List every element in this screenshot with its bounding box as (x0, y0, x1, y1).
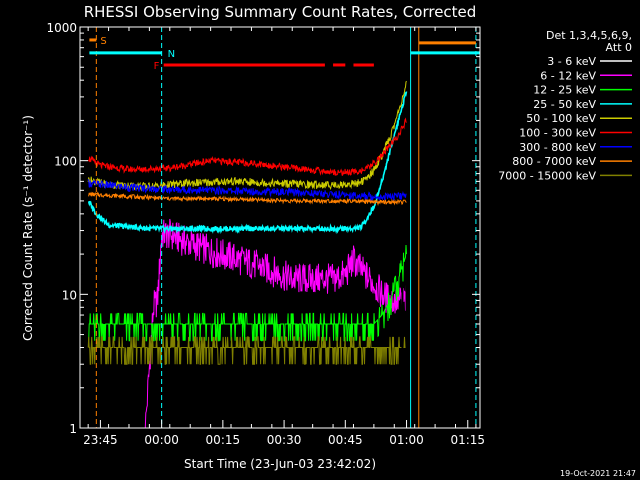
x-tick-label-0: 23:45 (83, 433, 118, 447)
legend-entry-4: 50 - 100 keV (526, 112, 596, 125)
legend-entry-3: 25 - 50 keV (533, 98, 596, 111)
legend-header-0: Det 1,3,4,5,6,9, (546, 29, 632, 42)
timestamp: 19-Oct-2021 21:47 (560, 469, 636, 478)
legend-entry-6: 300 - 800 keV (519, 141, 596, 154)
chart-title: RHESSI Observing Summary Count Rates, Co… (84, 3, 477, 21)
legend-header-1: Att 0 (606, 41, 632, 54)
legend-entry-2: 12 - 25 keV (533, 84, 596, 97)
y-tick-label-1: 10 (62, 288, 77, 302)
legend-entry-0: 3 - 6 keV (547, 55, 596, 68)
y-tick-label-0: 1 (69, 422, 77, 436)
legend-entry-5: 100 - 300 keV (519, 127, 596, 140)
y-tick-label-2: 100 (54, 155, 77, 169)
x-tick-label-5: 01:00 (389, 433, 424, 447)
flag-label-s: S (100, 36, 106, 47)
series-line-8 (87, 336, 407, 365)
series-line-3 (87, 91, 408, 235)
series-line-0 (161, 179, 407, 294)
x-tick-label-1: 00:00 (144, 433, 179, 447)
x-tick-label-4: 00:45 (328, 433, 363, 447)
flag-label-n: N (168, 49, 175, 60)
series-line-6 (87, 179, 407, 203)
x-axis-label: Start Time (23-Jun-03 23:42:02) (184, 457, 376, 471)
x-tick-label-3: 00:30 (267, 433, 302, 447)
plot-area: S NF (87, 27, 480, 429)
series-line-2 (88, 244, 407, 342)
axes: 1 10 100 1000 23:45 00:00 00:15 00:30 00:45 01:00… (46, 21, 485, 447)
x-tick-label-2: 00:15 (206, 433, 241, 447)
legend-entry-1: 6 - 12 keV (540, 69, 596, 82)
flag-label-f: F (154, 61, 160, 72)
y-tick-label-3: 1000 (46, 21, 77, 35)
legend-entry-7: 800 - 7000 keV (512, 155, 596, 168)
series-line-5 (87, 117, 407, 176)
series-line-7 (88, 191, 407, 207)
y-axis-label: Corrected Count Rate (s⁻¹ detector⁻¹) (21, 115, 35, 341)
x-tick-label-6: 01:15 (450, 433, 485, 447)
legend-entry-8: 7000 - 15000 keV (498, 169, 596, 182)
series-line-4 (87, 80, 407, 192)
plot-frame (79, 26, 481, 429)
series-line-1 (144, 218, 407, 429)
